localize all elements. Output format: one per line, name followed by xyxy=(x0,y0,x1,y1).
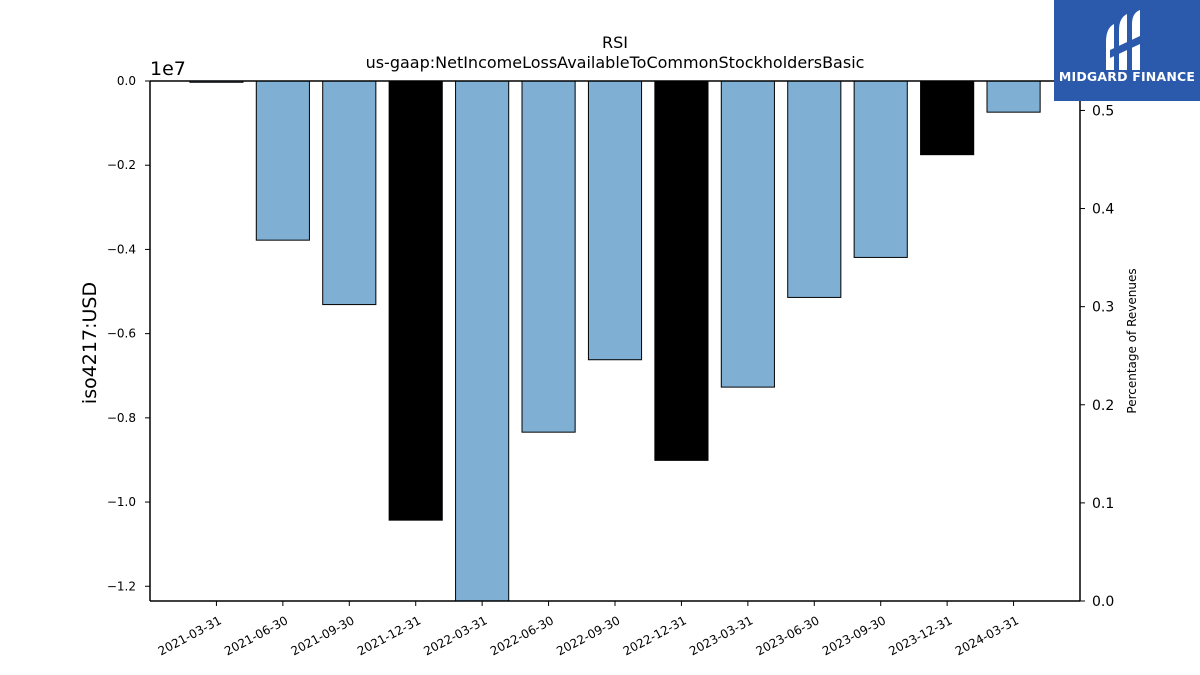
bar-2022-09-30 xyxy=(587,80,643,361)
x-tick-label-2023-12-31: 2023-12-31 xyxy=(886,613,954,658)
x-tick-label-2024-03-31: 2024-03-31 xyxy=(953,613,1021,658)
y2-tick-label: 0.4 xyxy=(1092,202,1114,218)
x-tick-label-2021-06-30: 2021-06-30 xyxy=(222,613,290,658)
bar-2024-03-31 xyxy=(986,80,1041,113)
y-tick-label: −0.4 xyxy=(107,242,136,256)
bar-2021-09-30 xyxy=(322,80,377,306)
y-tick-label: −1.2 xyxy=(107,579,136,593)
bar-2023-12-31 xyxy=(920,80,975,156)
x-tick-label-2022-12-31: 2022-12-31 xyxy=(621,613,689,658)
x-tick-label-2023-03-31: 2023-03-31 xyxy=(687,613,755,658)
x-tick-label-2021-09-30: 2021-09-30 xyxy=(289,613,357,658)
y2-tick-label: 0.0 xyxy=(1092,594,1114,610)
y-tick-label: −0.8 xyxy=(107,411,136,425)
y2-tick-label: 0.2 xyxy=(1092,398,1114,414)
y2-tick-label: 0.1 xyxy=(1092,496,1114,512)
bars-group xyxy=(189,80,1041,602)
bar-2021-06-30 xyxy=(255,80,310,241)
bar-2022-12-31 xyxy=(654,80,709,461)
y-axis-label: iso4217:USD xyxy=(79,282,101,404)
bar-2023-09-30 xyxy=(853,80,908,258)
bar-2021-12-31 xyxy=(388,80,443,521)
x-tick-label-2021-12-31: 2021-12-31 xyxy=(355,613,423,658)
chart-title: RSI xyxy=(602,33,628,52)
y-tick-label: 0.0 xyxy=(117,74,136,88)
y2-tick-label: 0.3 xyxy=(1092,300,1114,316)
y2-tick-label: 0.5 xyxy=(1092,103,1114,119)
bar-2022-06-30 xyxy=(521,80,576,433)
y-offset-label: 1e7 xyxy=(150,58,186,80)
y-tick-label: −1.0 xyxy=(107,495,136,509)
bar-2022-03-31 xyxy=(455,80,510,602)
x-tick-label-2023-06-30: 2023-06-30 xyxy=(754,613,822,658)
x-tick-label-2022-03-31: 2022-03-31 xyxy=(421,613,489,658)
x-tick-label-2022-06-30: 2022-06-30 xyxy=(488,613,556,658)
midgard-m-logo-icon xyxy=(1106,10,1140,70)
y-tick-label: −0.6 xyxy=(107,327,136,341)
x-tick-label-2021-03-31: 2021-03-31 xyxy=(156,613,224,658)
brand-logo: MIDGARD FINANCE xyxy=(1054,0,1200,101)
y2-axis-label: Percentage of Revenues xyxy=(1125,268,1139,413)
brand-logo-text: MIDGARD FINANCE xyxy=(1058,69,1196,84)
bar-2023-06-30 xyxy=(787,80,842,298)
x-tick-label-2022-09-30: 2022-09-30 xyxy=(554,613,622,658)
chart-subtitle: us-gaap:NetIncomeLossAvailableToCommonSt… xyxy=(366,53,865,72)
bar-2023-03-31 xyxy=(720,80,775,388)
x-tick-label-2023-09-30: 2023-09-30 xyxy=(820,613,888,658)
y-tick-label: −0.2 xyxy=(107,158,136,172)
